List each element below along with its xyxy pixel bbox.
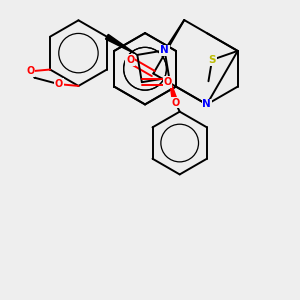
Text: O: O [55,79,63,89]
Polygon shape [106,34,137,55]
Text: O: O [126,55,134,65]
Text: O: O [171,98,179,108]
Text: N: N [202,99,211,110]
Text: O: O [171,98,179,108]
Text: S: S [208,55,216,65]
Text: O: O [26,66,34,76]
Text: N: N [160,45,169,56]
Text: O: O [164,77,172,87]
Text: O: O [55,79,63,89]
Text: O: O [126,55,134,65]
Text: O: O [26,66,34,76]
Text: N: N [160,45,169,56]
Text: O: O [164,77,172,87]
Text: S: S [208,55,216,65]
Text: N: N [202,99,211,110]
Polygon shape [169,78,178,103]
